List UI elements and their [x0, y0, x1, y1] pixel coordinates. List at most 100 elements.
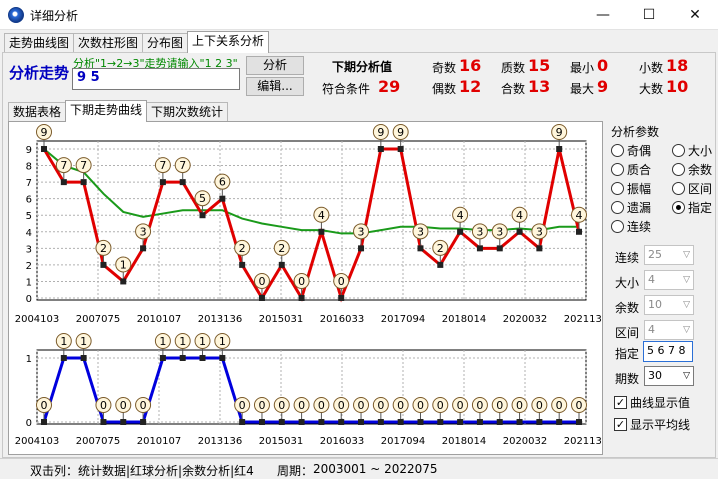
data-label-bubble [452, 397, 469, 413]
radio-option[interactable]: 指定 [672, 199, 712, 216]
tab-next-count-stats[interactable]: 下期次数统计 [146, 102, 229, 122]
stat-label-small: 小数 [639, 61, 664, 75]
data-point [437, 261, 444, 268]
data-label: 0 [338, 399, 345, 412]
data-point [457, 419, 464, 425]
checkbox-show-values[interactable]: ✓ 曲线显示值 [614, 394, 690, 411]
data-point [496, 245, 503, 252]
data-label: 0 [298, 399, 305, 412]
analyze-button[interactable]: 分析 [246, 56, 304, 75]
data-point [377, 419, 384, 425]
x-tick-label: 2020032 [503, 436, 548, 447]
param-select[interactable]: 4 ▽ [644, 320, 694, 340]
param-label: 大小 [615, 276, 640, 290]
radio-option[interactable]: 余数 [672, 161, 712, 178]
y-tick-label: 6 [26, 195, 32, 206]
chevron-down-icon: ▽ [683, 250, 690, 260]
tab-distribution[interactable]: 分布图 [142, 33, 189, 53]
stat-label-composite: 合数 [501, 82, 526, 96]
radio-option[interactable]: 大小 [672, 142, 712, 159]
param-select-value: 25 [648, 248, 662, 261]
tab-count-bar[interactable]: 次数柱形图 [73, 33, 144, 53]
data-label: 2 [100, 242, 107, 255]
data-label: 1 [80, 335, 87, 348]
tab-trend-curve[interactable]: 走势曲线图 [4, 33, 75, 53]
checkbox-show-values-label: 曲线显示值 [630, 396, 691, 410]
x-tick-label: 2007075 [76, 436, 121, 447]
param-select-value: 4 [648, 273, 655, 286]
data-label: 0 [239, 399, 246, 412]
data-label: 7 [80, 159, 87, 172]
close-button[interactable]: ✕ [689, 7, 701, 23]
radio-option[interactable]: 质合 [611, 161, 651, 178]
data-label-bubble [95, 239, 112, 256]
specify-input[interactable]: 5 6 7 8 [643, 341, 693, 362]
data-point [576, 228, 582, 235]
radio-option-label: 大小 [688, 144, 713, 158]
data-point [358, 419, 365, 425]
data-point [417, 419, 424, 425]
periods-label: 期数 [615, 372, 640, 386]
data-point [219, 355, 226, 361]
data-label-bubble [511, 397, 528, 413]
data-label: 0 [417, 399, 424, 412]
trend-input[interactable]: 9 5 [72, 68, 240, 90]
data-label-bubble [353, 397, 370, 413]
data-point [536, 419, 543, 425]
data-point [298, 295, 305, 301]
data-point [397, 419, 404, 425]
data-label-bubble [333, 397, 350, 413]
checkbox-show-average[interactable]: ✓ 显示平均线 [614, 416, 690, 433]
data-label-bubble [174, 333, 191, 349]
param-select[interactable]: 10 ▽ [644, 295, 694, 315]
data-label: 0 [258, 275, 265, 288]
data-label-bubble [412, 223, 429, 240]
minimize-button[interactable]: — [596, 7, 610, 23]
param-select-value: 4 [648, 323, 655, 336]
radio-option[interactable]: 连续 [611, 218, 651, 235]
radio-unchecked-icon [611, 144, 624, 157]
tab-data-table[interactable]: 数据表格 [8, 102, 67, 122]
radio-option[interactable]: 遗漏 [611, 199, 651, 216]
data-label: 2 [278, 242, 285, 255]
radio-unchecked-icon [611, 220, 624, 233]
data-label-bubble [471, 223, 488, 240]
data-label-bubble [234, 397, 251, 413]
data-label: 3 [496, 225, 503, 238]
chevron-down-icon: ▽ [683, 300, 690, 310]
data-point [397, 146, 404, 152]
stat-label-big: 大数 [639, 82, 664, 96]
radio-option[interactable]: 奇偶 [611, 142, 651, 159]
data-point [377, 146, 384, 152]
data-point [516, 228, 523, 235]
param-select[interactable]: 25 ▽ [644, 245, 694, 265]
chart-panel: 0 1 2 3 4 5 6 7 8 9 2004103 2007075 2010107 2013136 20… [8, 121, 603, 455]
stat-label-even: 偶数 [432, 82, 457, 96]
data-label-bubble [154, 333, 171, 349]
maximize-button[interactable]: ☐ [642, 7, 656, 23]
param-select[interactable]: 4 ▽ [644, 270, 694, 290]
tab-relation-analysis[interactable]: 上下关系分析 [187, 31, 270, 53]
main-tab-strip: 走势曲线图 次数柱形图 分布图 上下关系分析 [4, 31, 270, 53]
data-label-bubble [234, 239, 251, 256]
specify-label: 指定 [615, 347, 640, 361]
periods-select[interactable]: 30 ▽ [644, 366, 694, 386]
check-icon: ✓ [614, 396, 627, 409]
edit-button[interactable]: 编辑... [246, 77, 304, 96]
radio-option[interactable]: 区间 [672, 180, 712, 197]
param-label: 余数 [615, 301, 640, 315]
data-label: 4 [318, 209, 325, 222]
data-label: 3 [417, 225, 424, 238]
tab-next-trend-curve[interactable]: 下期走势曲线 [65, 100, 148, 122]
data-label-bubble [194, 333, 211, 349]
checkbox-show-average-label: 显示平均线 [630, 418, 691, 432]
x-tick-label: 2021137 [564, 436, 602, 447]
data-label-bubble [372, 124, 389, 140]
chevron-down-icon: ▽ [683, 325, 690, 335]
radio-option[interactable]: 振幅 [611, 180, 651, 197]
data-label: 0 [457, 399, 464, 412]
stat-value-composite: 13 [528, 77, 551, 96]
x-tick-label: 2020032 [503, 314, 548, 325]
data-point [318, 228, 325, 235]
data-label: 7 [179, 159, 186, 172]
